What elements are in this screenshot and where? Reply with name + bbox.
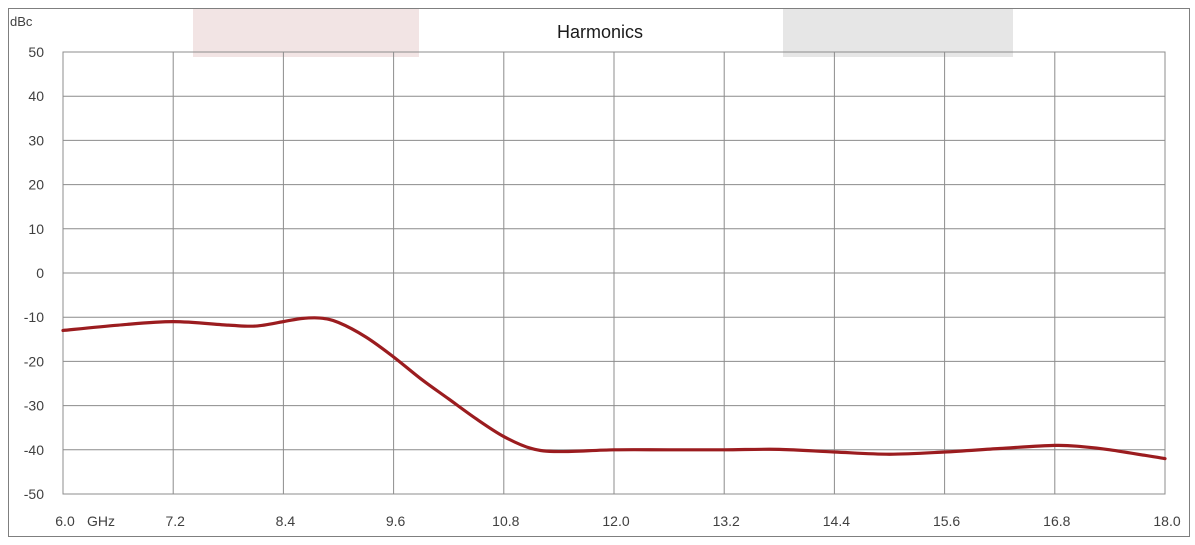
- y-axis-unit-label: dBc: [10, 14, 33, 29]
- y-tick-labels: 50 40 30 20 10 0 -10 -20 -30 -40 -50: [24, 44, 44, 502]
- y-tick-label: 10: [28, 221, 44, 237]
- x-axis-unit-label: GHz: [87, 513, 115, 529]
- y-tick-label: 50: [28, 44, 44, 60]
- y-tick-label: -40: [24, 442, 44, 458]
- y-tick-label: -10: [24, 309, 44, 325]
- y-tick-label: -20: [24, 353, 44, 369]
- y-tick-label: 40: [28, 88, 44, 104]
- x-tick-label: 8.4: [276, 513, 296, 529]
- x-tick-label: 7.2: [165, 513, 185, 529]
- x-tick-label: 13.2: [713, 513, 740, 529]
- y-tick-label: -50: [24, 486, 44, 502]
- x-tick-label: 12.0: [602, 513, 629, 529]
- plot-area-border: [62, 51, 1166, 495]
- header-band-left: [193, 9, 419, 57]
- x-tick-label: 15.6: [933, 513, 960, 529]
- x-tick-label: 9.6: [386, 513, 406, 529]
- x-tick-label: 18.0: [1153, 513, 1180, 529]
- y-tick-label: 30: [28, 132, 44, 148]
- x-tick-label: 14.4: [823, 513, 850, 529]
- chart-title: Harmonics: [557, 22, 643, 42]
- y-tick-label: 20: [28, 177, 44, 193]
- y-tick-label: -30: [24, 398, 44, 414]
- y-tick-label: 0: [36, 265, 44, 281]
- x-tick-label: 16.8: [1043, 513, 1070, 529]
- x-tick-labels: 6.0 7.2 8.4 9.6 10.8 12.0 13.2 14.4 15.6 16.8 18.0: [55, 513, 1181, 529]
- x-tick-label: 10.8: [492, 513, 519, 529]
- header-band-right: [783, 9, 1013, 57]
- x-tick-label: 6.0: [55, 513, 75, 529]
- series-line-harmonics: [61, 316, 1167, 461]
